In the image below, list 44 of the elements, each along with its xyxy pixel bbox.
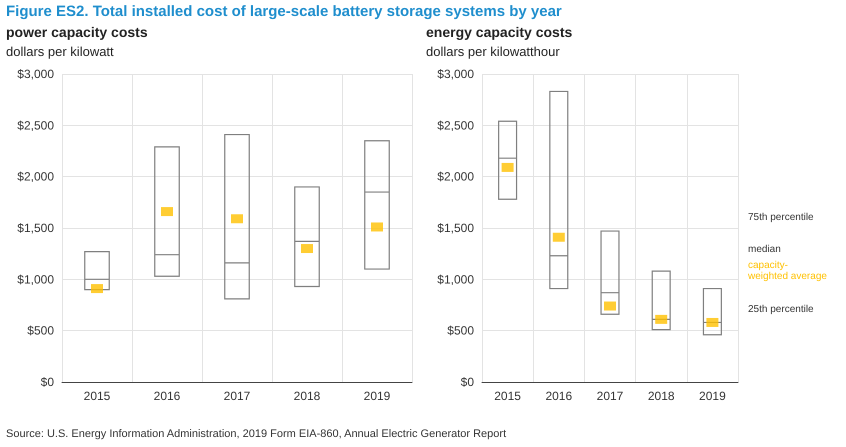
- y-tick-label: $2,500: [437, 118, 474, 132]
- chart-subtitle: power capacity costs: [6, 24, 149, 40]
- x-tick-label: 2016: [545, 389, 572, 403]
- x-tick-label: 2019: [364, 389, 391, 403]
- point: [301, 244, 313, 254]
- text: median: [748, 244, 782, 255]
- y-tick-label: $0: [460, 375, 474, 389]
- y-tick-label: $500: [447, 324, 474, 338]
- y-tick-label: $1,500: [17, 221, 54, 235]
- x-tick-label: 2019: [699, 389, 726, 403]
- y-tick-label: $2,500: [17, 118, 54, 132]
- chart-title: Figure ES2. Total installed cost of large-scale battery storage systems by year: [6, 3, 562, 20]
- text: 75th percentile: [748, 212, 815, 223]
- x-tick-label: 2017: [596, 389, 624, 403]
- x-tick-label: 2018: [648, 389, 675, 403]
- point: [604, 302, 616, 311]
- point: [91, 284, 103, 294]
- point: [706, 318, 718, 327]
- y-tick-label: $1,000: [17, 272, 54, 286]
- text: capacity-weighted average: [748, 260, 828, 282]
- point: [552, 232, 565, 242]
- y-tick-label: $0: [40, 375, 54, 389]
- y-axis-title: dollars per kilowatthour: [426, 44, 561, 59]
- point: [655, 314, 668, 324]
- point: [371, 222, 383, 232]
- y-axis-title: dollars per kilowatt: [6, 44, 115, 59]
- y-tick-label: $1,500: [437, 221, 474, 235]
- y-tick-label: $3,000: [17, 67, 54, 81]
- x-tick-label: 2018: [294, 389, 321, 403]
- x-tick-label: 2015: [494, 389, 522, 403]
- y-tick-label: $500: [27, 324, 54, 338]
- point: [161, 207, 173, 216]
- x-tick-label: 2017: [224, 389, 251, 403]
- point: [502, 162, 514, 172]
- x-tick-label: 2015: [84, 389, 111, 403]
- y-tick-label: $2,000: [17, 170, 54, 184]
- text: 25th percentile: [748, 304, 815, 315]
- point: [231, 214, 243, 224]
- y-tick-label: $2,000: [437, 170, 474, 184]
- chart-subtitle: energy capacity costs: [426, 24, 574, 40]
- y-tick-label: $1,000: [437, 272, 474, 286]
- x-tick-label: 2016: [154, 389, 181, 403]
- y-tick-label: $3,000: [437, 67, 474, 81]
- source-note: Source: U.S. Energy Information Administration, 2019 Form EIA-860, Annual Electric Generator Report: [6, 428, 506, 440]
